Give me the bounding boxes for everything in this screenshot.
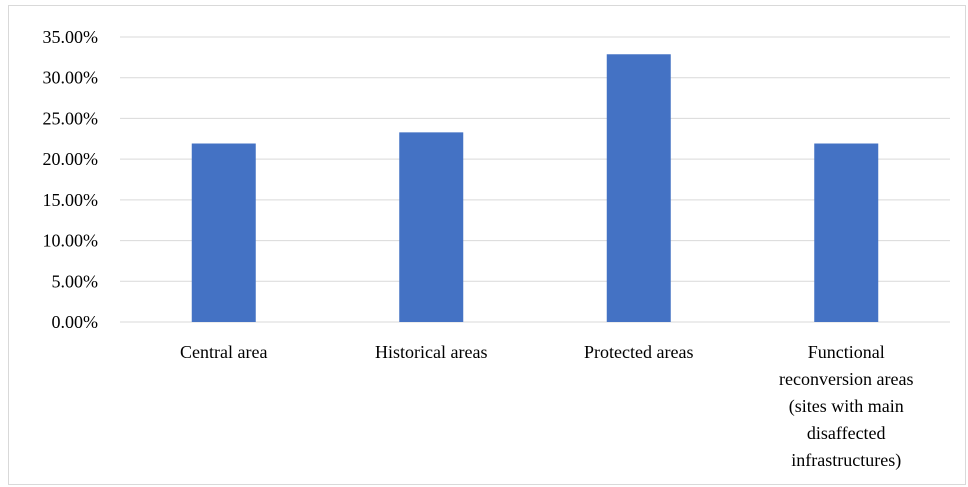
gridlines xyxy=(120,36,950,323)
bar xyxy=(399,132,464,322)
chart-frame xyxy=(8,5,966,485)
y-tick-label: 0.00% xyxy=(52,312,99,332)
x-category-label-line: Central area xyxy=(180,342,267,362)
y-tick-label: 35.00% xyxy=(43,27,99,47)
y-tick-label: 15.00% xyxy=(43,190,99,210)
x-category-label: Historical areas xyxy=(375,342,487,362)
x-category-label-line: (sites with main xyxy=(789,396,904,417)
bar xyxy=(814,143,879,322)
bar xyxy=(191,143,256,322)
bars xyxy=(191,54,879,323)
x-category-label-line: reconversion areas xyxy=(779,369,913,389)
y-tick-label: 25.00% xyxy=(43,108,99,128)
y-tick-label: 20.00% xyxy=(43,149,99,169)
x-category-label-line: disaffected xyxy=(807,423,886,443)
y-axis-tick-labels: 0.00% 5.00% 10.00% 15.00% 20.00% 25.00% 30.00%… xyxy=(43,27,99,332)
x-category-label-line: Functional xyxy=(808,342,885,362)
x-category-label-line: Historical areas xyxy=(375,342,487,362)
x-category-label-line: Protected areas xyxy=(584,342,693,362)
y-tick-label: 30.00% xyxy=(43,68,99,88)
y-tick-label: 5.00% xyxy=(52,271,99,291)
x-category-label: Central area xyxy=(180,342,267,362)
bar xyxy=(606,54,671,323)
x-category-label: Protected areas xyxy=(584,342,693,362)
x-axis-category-labels: Central area Historical areas Protected ar… xyxy=(180,342,913,471)
x-category-label-line: infrastructures) xyxy=(791,450,901,471)
x-category-label: Functional reconversion areas (sites with … xyxy=(779,342,913,471)
y-tick-label: 10.00% xyxy=(43,231,99,251)
